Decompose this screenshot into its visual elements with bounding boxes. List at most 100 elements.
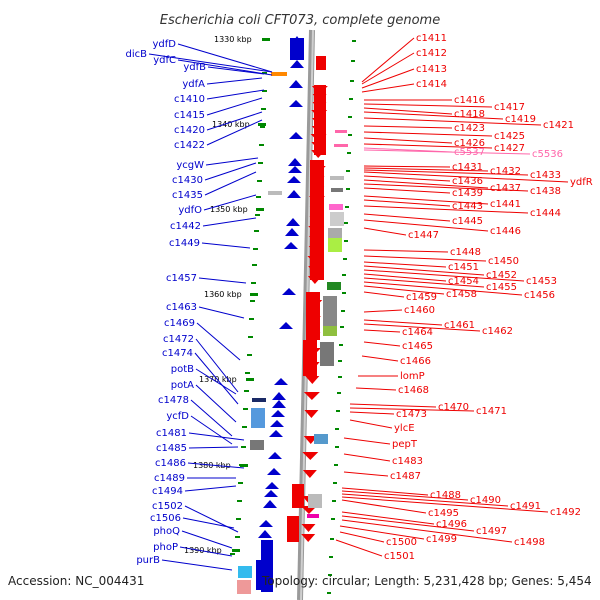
gene-label-c1498: c1498: [514, 537, 545, 548]
pseudogene-feature: [334, 144, 348, 147]
gene-label-c1491: c1491: [510, 501, 541, 512]
left-label-leader: [184, 485, 237, 492]
tick-mark: [349, 98, 353, 100]
tick-mark: [348, 116, 352, 118]
right-label-leader: [363, 167, 489, 172]
reverse-gene-arrow: [305, 348, 322, 356]
misc-feature: [250, 440, 264, 450]
right-label-leader: [363, 179, 489, 189]
reverse-gene-arrow: [311, 126, 326, 134]
gene-label-c1502: c1502: [152, 501, 183, 512]
tick-mark: [327, 592, 331, 594]
tick-mark: [257, 180, 262, 182]
left-label-leader: [181, 530, 233, 549]
left-label-leader: [195, 368, 237, 395]
right-label-leader: [341, 515, 475, 532]
gene-label-c1435: c1435: [172, 190, 203, 201]
misc-feature: [329, 204, 343, 210]
misc-feature: [328, 238, 342, 252]
right-label-leader: [341, 496, 549, 513]
forward-gene-arrow: [289, 80, 303, 88]
scale-tick: [262, 38, 270, 41]
forward-gene-arrow: [284, 242, 298, 249]
scale-tick: [246, 378, 254, 381]
tick-mark: [339, 344, 343, 346]
gene-label-pepT: pepT: [392, 439, 418, 450]
right-label-leader: [363, 143, 493, 149]
right-label-leader: [363, 107, 453, 115]
right-label-leader: [361, 68, 415, 89]
right-label-leader: [363, 131, 493, 137]
right-label-leader: [361, 355, 399, 362]
tick-mark: [247, 354, 252, 356]
right-label-leader: [363, 171, 569, 183]
pseudogene-feature: [335, 130, 347, 133]
reverse-gene-arrow: [307, 276, 322, 284]
reverse-gene-arrow: [302, 452, 319, 460]
right-label-leader: [363, 125, 453, 129]
right-label-leader: [339, 531, 385, 543]
forward-gene-arrow: [264, 490, 278, 497]
gene-label-c1425: c1425: [494, 131, 525, 142]
tick-mark: [259, 144, 264, 146]
right-label-leader: [363, 137, 453, 144]
gene-label-dicB: dicB: [126, 49, 148, 60]
gene-label-c1462: c1462: [482, 326, 513, 337]
tick-mark: [244, 390, 249, 392]
tick-layer: [230, 38, 356, 594]
forward-gene-arrow: [289, 132, 303, 139]
gene-label-c1451: c1451: [448, 262, 479, 273]
right-label-leader: [363, 227, 407, 236]
forward-gene-arrow: [288, 166, 302, 173]
gene-label-c1438: c1438: [530, 186, 561, 197]
gene-label-c1466: c1466: [400, 356, 431, 367]
gene-label-ylcE: ylcE: [394, 423, 415, 434]
tick-mark: [336, 410, 340, 412]
right-label-leader: [363, 187, 451, 194]
reverse-gene-arrow: [310, 176, 325, 184]
right-label-leader: [341, 490, 469, 501]
right-label-leader: [363, 175, 451, 182]
misc-feature: [330, 212, 344, 226]
right-label-leader: [355, 387, 397, 391]
left-label-leader: [206, 111, 263, 131]
gene-label-purB: purB: [136, 555, 160, 566]
right-label-leader: [339, 525, 425, 540]
tick-mark: [254, 230, 259, 232]
gene-label-c1449: c1449: [169, 238, 200, 249]
gene-label-c1433: c1433: [530, 170, 561, 181]
reverse-gene-arrow: [304, 410, 319, 418]
tick-mark: [338, 360, 342, 362]
misc-feature: [252, 398, 266, 402]
right-label-leader: [363, 117, 542, 126]
gene-label-c1412: c1412: [416, 48, 447, 59]
reverse-gene-arrow: [311, 142, 326, 150]
gene-label-c1495: c1495: [428, 508, 459, 519]
tick-mark: [242, 426, 247, 428]
forward-gene-arrow: [259, 520, 273, 527]
gene-label-c1414: c1414: [416, 79, 447, 90]
scale-tick: [232, 549, 240, 552]
left-label-leader: [201, 242, 251, 249]
left-label-leader: [196, 322, 241, 361]
forward-gene-arrow: [267, 468, 281, 475]
gene-label-c1487: c1487: [390, 471, 421, 482]
gene-label-ydfR: ydfR: [570, 177, 593, 188]
gene-label-c1501: c1501: [384, 551, 415, 562]
right-label-leader: [343, 471, 389, 477]
reverse-gene-arrow: [310, 186, 325, 194]
tick-mark: [252, 264, 257, 266]
gene-label-c1423: c1423: [454, 123, 485, 134]
scale-tick: [250, 293, 258, 296]
gene-label-ydfD: ydfD: [153, 39, 177, 50]
forward-gene-arrow: [290, 36, 304, 46]
gene-label-c1494: c1494: [152, 486, 183, 497]
reverse-gene-arrow: [309, 216, 324, 224]
forward-gene-arrow: [270, 420, 284, 427]
gene-label-ydfA: ydfA: [182, 79, 205, 90]
feature-layer: [237, 36, 348, 594]
tick-mark: [261, 108, 266, 110]
reverse-gene-arrow: [308, 196, 325, 204]
misc-feature: [328, 228, 342, 240]
